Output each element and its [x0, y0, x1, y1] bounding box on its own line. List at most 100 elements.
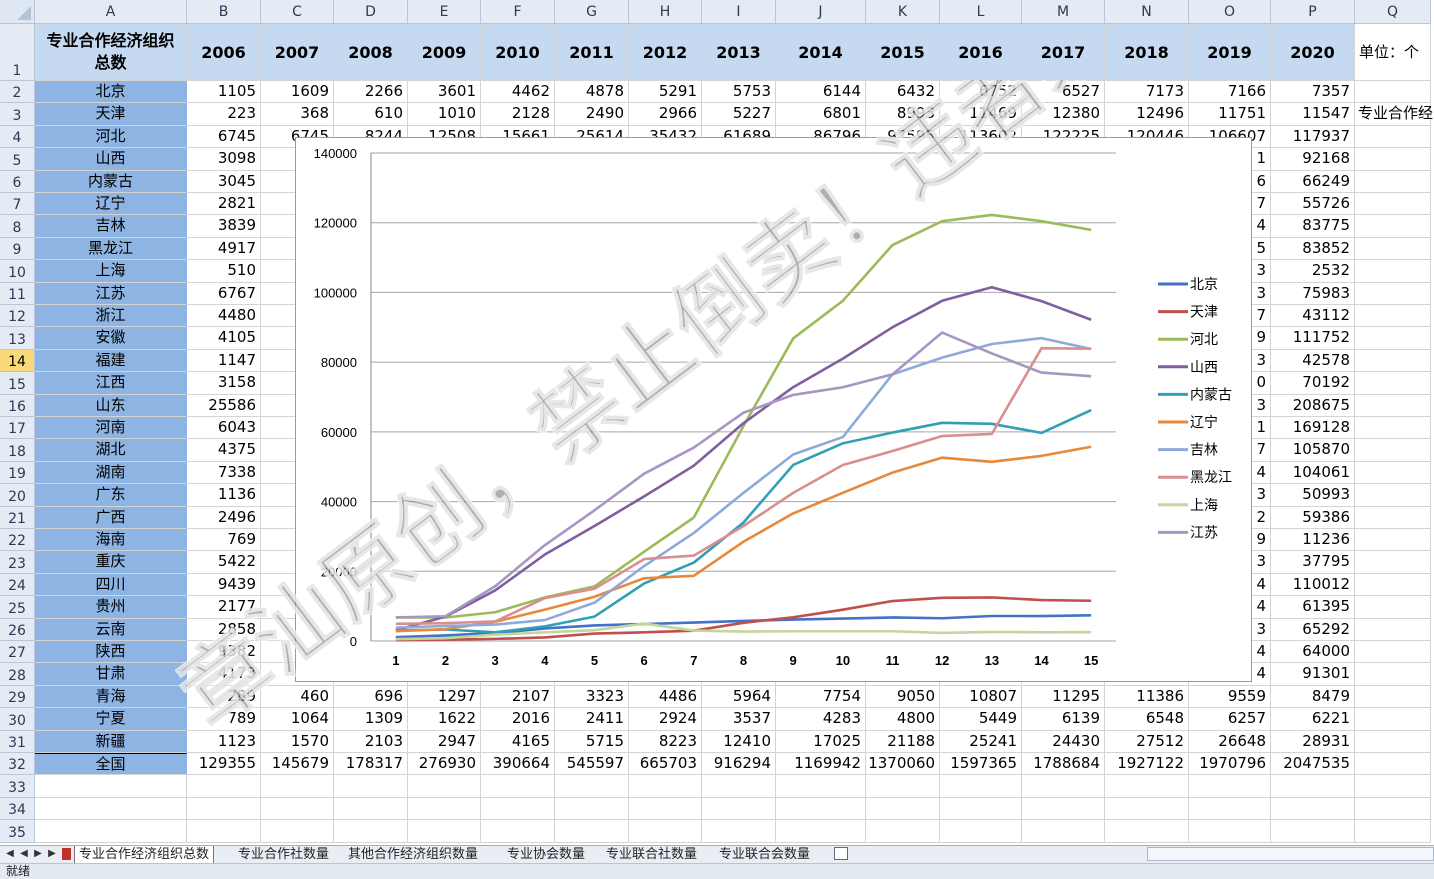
row-header[interactable]: 5 — [0, 148, 35, 171]
empty-cell[interactable] — [940, 797, 1022, 821]
value-cell[interactable]: 70192 — [1271, 372, 1355, 395]
value-cell[interactable]: 6144 — [776, 81, 866, 104]
series-line-4[interactable] — [395, 408, 1092, 634]
q-cell[interactable] — [1355, 618, 1431, 641]
empty-cell[interactable] — [1355, 820, 1431, 843]
sheet-tab[interactable]: 专业联合社数量 — [606, 847, 698, 862]
province-cell[interactable]: 云南 — [35, 618, 187, 641]
value-cell[interactable]: 4 — [1189, 663, 1271, 686]
value-cell[interactable]: 276930 — [408, 753, 481, 776]
sheet-tab[interactable]: 专业协会数量 — [507, 847, 586, 862]
province-cell[interactable]: 重庆 — [35, 551, 187, 574]
year-header-cell[interactable]: 2007 — [261, 24, 334, 81]
value-cell[interactable]: 1010 — [408, 103, 481, 126]
value-cell[interactable]: 2103 — [334, 730, 408, 753]
empty-cell[interactable] — [334, 775, 408, 798]
header-title-cell[interactable]: 专业合作经济组织 总数 — [35, 24, 187, 81]
row-header[interactable]: 20 — [0, 484, 35, 507]
value-cell[interactable]: 24430 — [1022, 730, 1105, 753]
province-cell[interactable]: 山西 — [35, 148, 187, 171]
empty-cell[interactable] — [261, 775, 334, 798]
value-cell[interactable]: 3045 — [187, 170, 261, 193]
value-cell[interactable]: 64000 — [1271, 641, 1355, 664]
empty-cell[interactable] — [481, 820, 555, 843]
row-header[interactable]: 32 — [0, 753, 35, 776]
year-header-cell[interactable]: 2020 — [1271, 24, 1355, 81]
value-cell[interactable]: 2821 — [187, 193, 261, 216]
value-cell[interactable]: 4462 — [481, 81, 555, 104]
series-line-5[interactable] — [395, 445, 1092, 633]
q-cell[interactable] — [1355, 417, 1431, 440]
year-header-cell[interactable]: 2016 — [940, 24, 1022, 81]
row-header[interactable]: 24 — [0, 573, 35, 597]
column-header-J[interactable]: J — [776, 0, 866, 24]
value-cell[interactable]: 1597365 — [940, 753, 1022, 776]
empty-cell[interactable] — [702, 797, 776, 821]
value-cell[interactable]: 4800 — [866, 708, 940, 731]
year-header-cell[interactable]: 2019 — [1189, 24, 1271, 81]
empty-cell[interactable] — [35, 820, 187, 843]
province-cell[interactable]: 全国 — [35, 753, 187, 776]
series-line-9[interactable] — [395, 331, 1092, 619]
value-cell[interactable]: 6139 — [1022, 708, 1105, 731]
value-cell[interactable]: 6752 — [940, 81, 1022, 104]
value-cell[interactable]: 390664 — [481, 753, 555, 776]
q-cell[interactable] — [1355, 282, 1431, 305]
insert-sheet-icon[interactable] — [834, 847, 848, 860]
value-cell[interactable]: 4878 — [555, 81, 629, 104]
empty-cell[interactable] — [1022, 775, 1105, 798]
value-cell[interactable]: 7754 — [776, 685, 866, 709]
q-cell[interactable] — [1355, 327, 1431, 350]
value-cell[interactable]: 75983 — [1271, 282, 1355, 305]
value-cell[interactable]: 178317 — [334, 753, 408, 776]
q-cell[interactable] — [1355, 439, 1431, 462]
year-header-cell[interactable]: 2013 — [702, 24, 776, 81]
column-header-F[interactable]: F — [481, 0, 555, 24]
row-header[interactable]: 34 — [0, 797, 35, 821]
value-cell[interactable]: 11547 — [1271, 103, 1355, 126]
column-header-O[interactable]: O — [1189, 0, 1271, 24]
value-cell[interactable]: 17025 — [776, 730, 866, 753]
series-line-7[interactable] — [395, 346, 1092, 626]
value-cell[interactable]: 8993 — [866, 103, 940, 126]
province-cell[interactable]: 吉林 — [35, 215, 187, 238]
row-header[interactable]: 26 — [0, 618, 35, 641]
province-cell[interactable]: 河北 — [35, 125, 187, 149]
line-chart[interactable]: 0 20000 40000 60000 80000 100000 120000 140000 1… — [295, 137, 1252, 682]
year-header-cell[interactable]: 2006 — [187, 24, 261, 81]
year-header-cell[interactable]: 2014 — [776, 24, 866, 81]
value-cell[interactable]: 66249 — [1271, 170, 1355, 193]
q-cell[interactable] — [1355, 305, 1431, 328]
q-cell[interactable] — [1355, 484, 1431, 507]
value-cell[interactable]: 111752 — [1271, 327, 1355, 350]
empty-cell[interactable] — [1271, 775, 1355, 798]
value-cell[interactable]: 4486 — [629, 685, 702, 709]
value-cell[interactable]: 8223 — [629, 730, 702, 753]
province-cell[interactable]: 甘肃 — [35, 663, 187, 686]
row-header[interactable]: 1 — [0, 24, 35, 81]
value-cell[interactable]: 11469 — [940, 103, 1022, 126]
value-cell[interactable]: 92168 — [1271, 148, 1355, 171]
q-cell[interactable] — [1355, 170, 1431, 193]
year-header-cell[interactable]: 2012 — [629, 24, 702, 81]
value-cell[interactable]: 1105 — [187, 81, 261, 104]
value-cell[interactable]: 916294 — [702, 753, 776, 776]
province-cell[interactable]: 内蒙古 — [35, 170, 187, 193]
empty-cell[interactable] — [334, 820, 408, 843]
value-cell[interactable]: 11236 — [1271, 529, 1355, 552]
value-cell[interactable]: 83852 — [1271, 237, 1355, 261]
value-cell[interactable]: 2128 — [481, 103, 555, 126]
value-cell[interactable]: 2266 — [334, 81, 408, 104]
province-cell[interactable]: 广东 — [35, 484, 187, 507]
value-cell[interactable]: 2924 — [629, 708, 702, 731]
q-cell[interactable] — [1355, 148, 1431, 171]
column-header-K[interactable]: K — [866, 0, 940, 24]
value-cell[interactable]: 12410 — [702, 730, 776, 753]
value-cell[interactable]: 3158 — [187, 372, 261, 395]
value-cell[interactable]: 208675 — [1271, 394, 1355, 417]
value-cell[interactable]: 3323 — [555, 685, 629, 709]
column-header-P[interactable]: P — [1271, 0, 1355, 24]
value-cell[interactable]: 4917 — [187, 237, 261, 261]
value-cell[interactable]: 11295 — [1022, 685, 1105, 709]
row-header[interactable]: 8 — [0, 215, 35, 238]
